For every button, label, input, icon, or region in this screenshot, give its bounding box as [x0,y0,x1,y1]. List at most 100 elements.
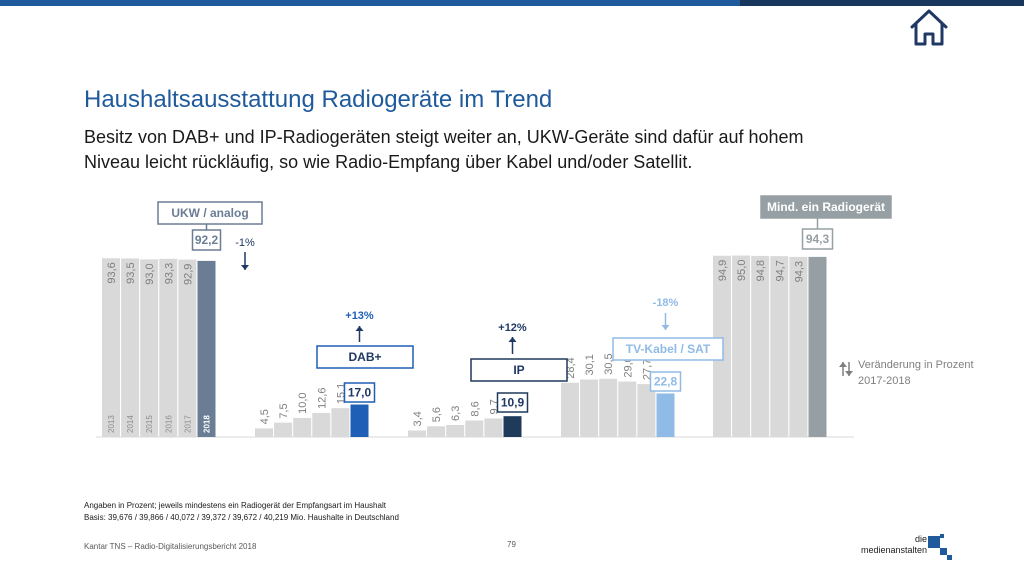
group-1-year-2017: 2017 [183,415,192,433]
group-5-value-2015: 94,8 [755,260,767,281]
group-4-bar-2015 [599,378,618,437]
group-1-value-2013: 93,6 [106,262,118,283]
ukw-value-label: 92,2 [195,233,219,247]
ukw-name-label: UKW / analog [171,206,248,220]
group-5-value-2016: 94,7 [774,260,786,281]
tv-value-box [649,371,682,392]
group-5-bar-2017 [789,256,808,437]
ukw-change: -1% [235,237,255,249]
ukw-arrow-head [241,265,249,270]
group-3-value-2014: 5,6 [431,407,443,422]
tv-arrow-head [661,325,670,330]
group-5-value-2014: 95,0 [736,260,748,281]
group-1-year-2018: 2018 [203,415,212,433]
group-2-bar-2017 [331,408,350,437]
ip-change: +12% [498,322,527,334]
group-4-value-2013: 28,4 [565,357,577,378]
legend-down-arrow-head [845,371,853,376]
mind-name-box [760,195,892,219]
tv-value-label: 22,8 [654,375,678,389]
dab-name-label: DAB+ [348,350,381,364]
group-2-value-2014: 7,5 [278,403,290,418]
group-1-bar-2017 [178,259,197,437]
logo-line-1: die [914,534,927,544]
group-1-bar-2015 [140,259,159,437]
group-4-value-2014: 30,1 [584,354,596,375]
group-3-bar-2017 [484,418,503,437]
group-2-value-2015: 10,0 [297,392,309,413]
dab-value-label: 17,0 [348,386,372,400]
group-3-value-2016: 8,6 [469,401,481,416]
ip-arrow-head [508,337,517,342]
group-2-bar-2018 [350,404,369,437]
ip-value-label: 10,9 [501,396,525,410]
group-2-bar-2013 [255,428,273,437]
logo-mark [928,534,952,560]
group-3-bar-2016 [465,420,484,437]
group-4-value-2016: 29,0 [622,356,634,377]
group-5-bar-2015 [751,255,770,437]
page-subtitle: Besitz von DAB+ und IP-Radiogeräten stei… [84,127,804,172]
group-4-bar-2016 [618,381,637,437]
group-2-value-2013: 4,5 [259,409,271,424]
home-icon[interactable] [906,6,952,48]
ukw-value-box [191,229,222,251]
ip-name-box [470,358,568,382]
group-3-bar-2015 [446,424,465,437]
footnote-basis: Basis: 39,676 / 39,866 / 40,072 / 39,372… [84,513,399,522]
mind-value-box [801,228,834,250]
group-2-value-2016: 12,6 [316,388,328,409]
bar-chart: 93,6 2013 93,5 2014 93,0 2015 93,3 2016 92,9 2017… [96,195,974,438]
group-1-bar-2018 [197,260,216,437]
legend-note-line-1: Veränderung in Prozent [858,359,974,371]
top-accent-bar [0,0,1024,6]
top-accent-bar-dark [740,0,1024,6]
tv-name-box [612,337,724,361]
group-3-value-2013: 3,4 [412,411,424,426]
logo-line-2: medienanstalten [860,545,927,555]
group-1-year-2014: 2014 [126,415,135,433]
legend-up-arrow-head [839,362,847,367]
group-4-bar-2013 [561,382,579,437]
page-number: 79 [507,540,516,549]
ip-value-box [496,392,529,413]
group-4-bar-2017 [637,384,656,437]
group-2-bar-2016 [312,412,331,437]
source-note: Kantar TNS – Radio-Digitalisierungsberic… [84,542,257,551]
group-1-year-2013: 2013 [107,415,116,433]
dab-name-box [316,345,414,369]
group-3-value-2015: 6,3 [450,406,462,421]
group-1-bar-2013 [102,258,120,437]
dab-change: +13% [345,310,374,322]
dab-arrow-head [355,326,364,331]
group-4-bar-2018 [656,393,675,437]
group-1-value-2014: 93,5 [125,262,137,283]
group-1-year-2015: 2015 [145,415,154,433]
group-5-value-2017: 94,3 [793,261,805,282]
group-2-bar-2014 [274,422,293,437]
group-1-bar-2016 [159,258,178,437]
tv-name-label: TV-Kabel / SAT [626,342,711,356]
group-4-bar-2014 [580,379,599,437]
group-5-bar-2014 [732,255,751,437]
group-1-value-2016: 93,3 [163,263,175,284]
logo-text: die medienanstalten [835,534,927,556]
page-title: Haushaltsausstattung Radiogeräte im Tren… [84,86,553,113]
mind-name-label: Mind. ein Radiogerät [767,200,885,214]
group-3-bar-2018 [503,416,522,437]
tv-change: -18% [653,297,679,309]
mind-value-label: 94,3 [806,232,830,246]
group-1-value-2015: 93,0 [144,263,156,284]
ukw-name-box [157,201,263,225]
group-4-value-2015: 30,5 [603,353,615,374]
group-1-bar-2014 [121,258,140,437]
group-1-value-2017: 92,9 [182,264,194,285]
footnote-definition: Angaben in Prozent; jeweils mindestens e… [84,501,386,510]
dab-value-box [343,382,376,403]
ip-name-label: IP [513,363,524,377]
group-2-bar-2015 [293,417,312,437]
group-3-bar-2013 [408,430,426,437]
group-1-year-2016: 2016 [164,415,173,433]
group-5-bar-2016 [770,256,789,437]
group-3-bar-2014 [427,426,446,437]
